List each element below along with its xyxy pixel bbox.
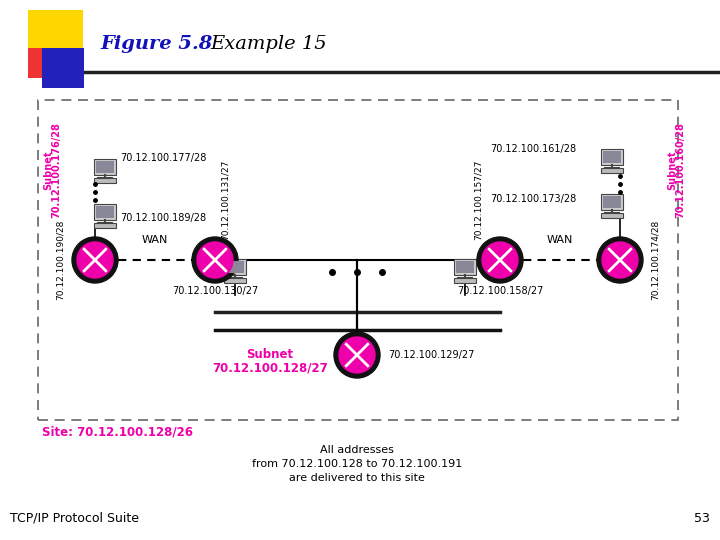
Text: 70.12.100.189/28: 70.12.100.189/28: [120, 213, 206, 223]
Text: TCP/IP Protocol Suite: TCP/IP Protocol Suite: [10, 511, 139, 524]
Text: 70.12.100.157/27: 70.12.100.157/27: [474, 160, 482, 240]
Circle shape: [602, 242, 638, 278]
Bar: [94, 159, 116, 175]
Text: 70.12.100.173/28: 70.12.100.173/28: [490, 194, 576, 204]
Circle shape: [334, 332, 380, 378]
Bar: [601, 149, 623, 165]
Bar: [601, 213, 623, 218]
Text: 70.12.100.130/27: 70.12.100.130/27: [172, 286, 258, 296]
Text: 70.12.100.190/28: 70.12.100.190/28: [55, 220, 65, 300]
Text: 70.12.100.176/28: 70.12.100.176/28: [51, 122, 61, 218]
Circle shape: [597, 237, 643, 283]
Bar: [28, 10, 83, 65]
Bar: [28, 48, 66, 78]
Bar: [454, 278, 476, 283]
Text: Site: 70.12.100.128/26: Site: 70.12.100.128/26: [42, 426, 193, 438]
Text: All addresses: All addresses: [320, 445, 394, 455]
Text: Subnet: Subnet: [667, 150, 677, 190]
Text: from 70.12.100.128 to 70.12.100.191: from 70.12.100.128 to 70.12.100.191: [252, 459, 462, 469]
Text: Example 15: Example 15: [210, 35, 327, 53]
Text: Subnet: Subnet: [246, 348, 294, 361]
Bar: [94, 178, 116, 183]
Bar: [224, 259, 246, 275]
Text: Figure 5.8: Figure 5.8: [100, 35, 212, 53]
Text: 70.12.100.129/27: 70.12.100.129/27: [388, 350, 474, 360]
Text: 70.12.100.158/27: 70.12.100.158/27: [456, 286, 543, 296]
Bar: [603, 151, 621, 163]
Text: 53: 53: [694, 511, 710, 524]
Circle shape: [339, 337, 375, 373]
Bar: [456, 261, 474, 273]
Text: Subnet: Subnet: [43, 150, 53, 190]
Bar: [94, 204, 116, 220]
Text: 70.12.100.177/28: 70.12.100.177/28: [120, 153, 207, 163]
Text: 70.12.100.160/28: 70.12.100.160/28: [675, 122, 685, 218]
Text: WAN: WAN: [142, 235, 168, 245]
Text: 70.12.100.131/27: 70.12.100.131/27: [220, 160, 230, 240]
Bar: [601, 168, 623, 173]
Circle shape: [477, 237, 523, 283]
Text: 70.12.100.128/27: 70.12.100.128/27: [212, 361, 328, 375]
Circle shape: [197, 242, 233, 278]
Bar: [224, 278, 246, 283]
Text: WAN: WAN: [546, 235, 573, 245]
Bar: [42, 48, 84, 88]
Bar: [96, 206, 114, 218]
Text: are delivered to this site: are delivered to this site: [289, 473, 425, 483]
Circle shape: [72, 237, 118, 283]
Text: 70.12.100.161/28: 70.12.100.161/28: [490, 144, 576, 154]
Circle shape: [192, 237, 238, 283]
Circle shape: [482, 242, 518, 278]
Text: 70.12.100.174/28: 70.12.100.174/28: [650, 220, 660, 300]
Circle shape: [77, 242, 113, 278]
Bar: [38, 100, 678, 420]
Bar: [601, 194, 623, 210]
Bar: [226, 261, 244, 273]
Bar: [94, 223, 116, 228]
Bar: [96, 161, 114, 173]
Bar: [454, 259, 476, 275]
Bar: [603, 196, 621, 208]
